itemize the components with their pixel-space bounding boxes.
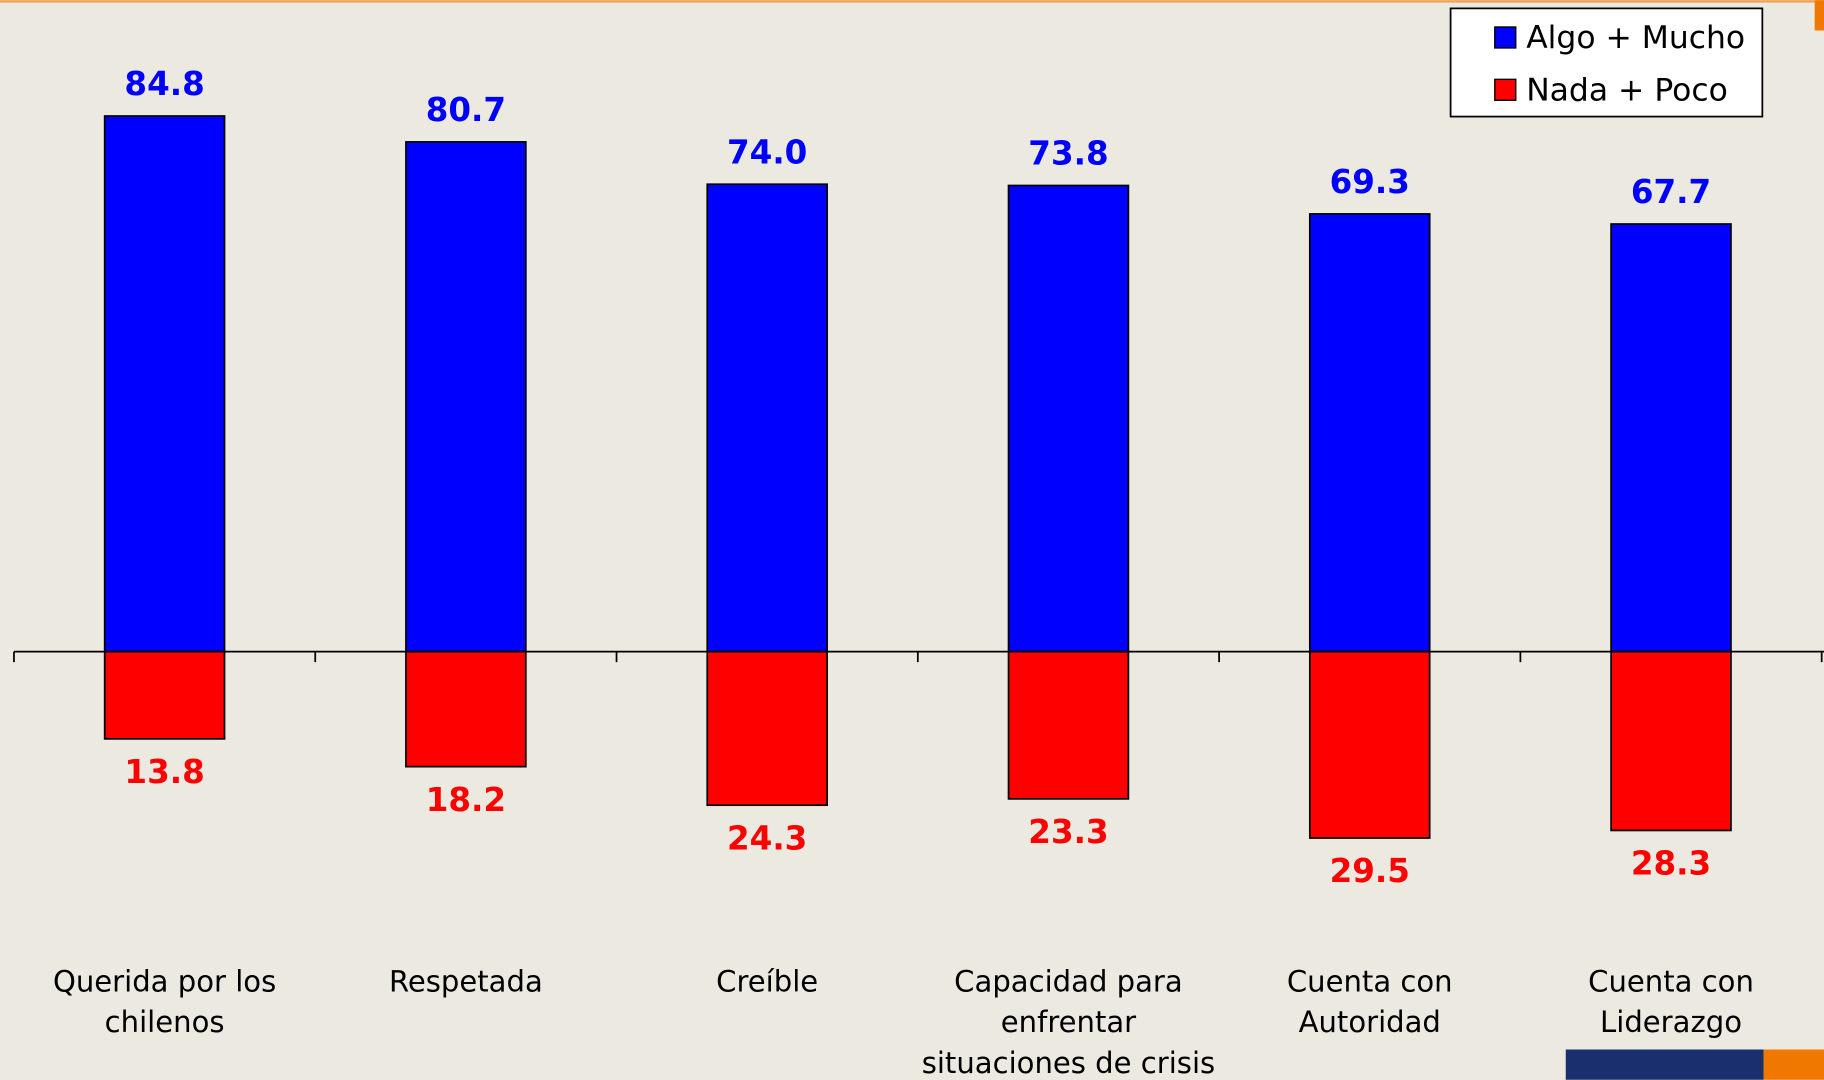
logo-accent: [1763, 1049, 1824, 1080]
data-label: 28.3: [1631, 845, 1711, 883]
data-label: 23.3: [1028, 813, 1108, 851]
bar: [706, 650, 828, 807]
data-label: 84.8: [124, 65, 204, 103]
x-tick-label: Creíble: [716, 964, 819, 999]
bar: [1610, 223, 1732, 653]
bar: [103, 650, 226, 740]
data-label: 80.7: [426, 91, 506, 129]
bar: [103, 115, 226, 653]
legend-swatch: [1494, 26, 1517, 49]
x-label-box: Cuenta con Liderazgo: [1588, 964, 1754, 1040]
data-label: 24.3: [727, 819, 807, 857]
bar: [405, 650, 527, 768]
data-label: 74.0: [727, 133, 807, 171]
top-rule: [0, 0, 1824, 3]
legend-label: Nada + Poco: [1526, 72, 1728, 108]
legend-swatch: [1494, 78, 1517, 101]
corner-accent: [1814, 0, 1824, 31]
bar: [405, 141, 527, 653]
x-label-box: Respetada: [388, 964, 543, 999]
data-label: 29.5: [1330, 852, 1410, 890]
x-label-box: Creíble: [716, 964, 819, 999]
data-label: 67.7: [1631, 173, 1711, 211]
x-tick-label: Cuenta con Autoridad: [1286, 964, 1453, 1040]
bar: [1308, 213, 1431, 653]
legend-label: Algo + Mucho: [1526, 20, 1745, 56]
bar: [1007, 184, 1130, 653]
bar: [1308, 650, 1431, 839]
bar: [1007, 650, 1130, 800]
data-label: 13.8: [124, 753, 204, 791]
bar: [1610, 650, 1732, 832]
x-label-box: Capacidad para enfrentar situaciones de …: [921, 964, 1216, 1080]
bar: [706, 183, 828, 653]
x-tick-label: Respetada: [388, 964, 543, 999]
x-tick-label: Querida por los chilenos: [52, 964, 277, 1040]
x-label-box: Querida por los chilenos: [52, 964, 277, 1040]
data-label: 18.2: [426, 781, 506, 819]
logo-block: [1565, 1049, 1764, 1080]
data-label: 69.3: [1330, 163, 1410, 201]
data-label: 73.8: [1028, 135, 1108, 173]
x-label-box: Cuenta con Autoridad: [1286, 964, 1453, 1040]
x-tick-label: Capacidad para enfrentar situaciones de …: [921, 964, 1216, 1080]
x-tick-label: Cuenta con Liderazgo: [1588, 964, 1754, 1040]
